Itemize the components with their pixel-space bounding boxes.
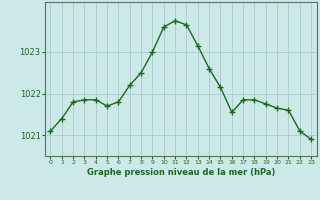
X-axis label: Graphe pression niveau de la mer (hPa): Graphe pression niveau de la mer (hPa) — [87, 168, 275, 177]
